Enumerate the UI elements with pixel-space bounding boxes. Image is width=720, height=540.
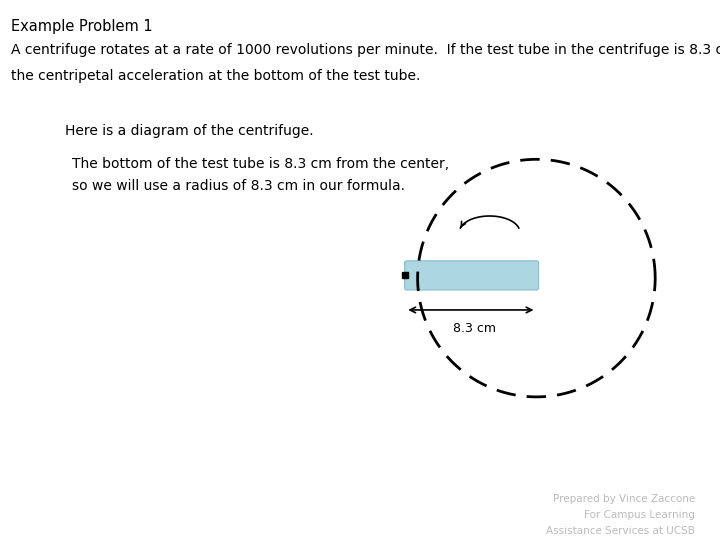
Text: 8.3 cm: 8.3 cm [453,322,496,335]
Text: Prepared by Vince Zaccone: Prepared by Vince Zaccone [552,494,695,504]
Text: A centrifuge rotates at a rate of 1000 revolutions per minute.  If the test tube: A centrifuge rotates at a rate of 1000 r… [11,43,720,57]
FancyBboxPatch shape [405,261,539,290]
Text: For Campus Learning: For Campus Learning [584,510,695,521]
Text: so we will use a radius of 8.3 cm in our formula.: so we will use a radius of 8.3 cm in our… [72,179,405,193]
Text: Assistance Services at UCSB: Assistance Services at UCSB [546,526,695,537]
Text: The bottom of the test tube is 8.3 cm from the center,: The bottom of the test tube is 8.3 cm fr… [72,157,449,171]
Text: Example Problem 1: Example Problem 1 [11,19,153,34]
Text: Here is a diagram of the centrifuge.: Here is a diagram of the centrifuge. [65,124,313,138]
Text: the centripetal acceleration at the bottom of the test tube.: the centripetal acceleration at the bott… [11,69,420,83]
